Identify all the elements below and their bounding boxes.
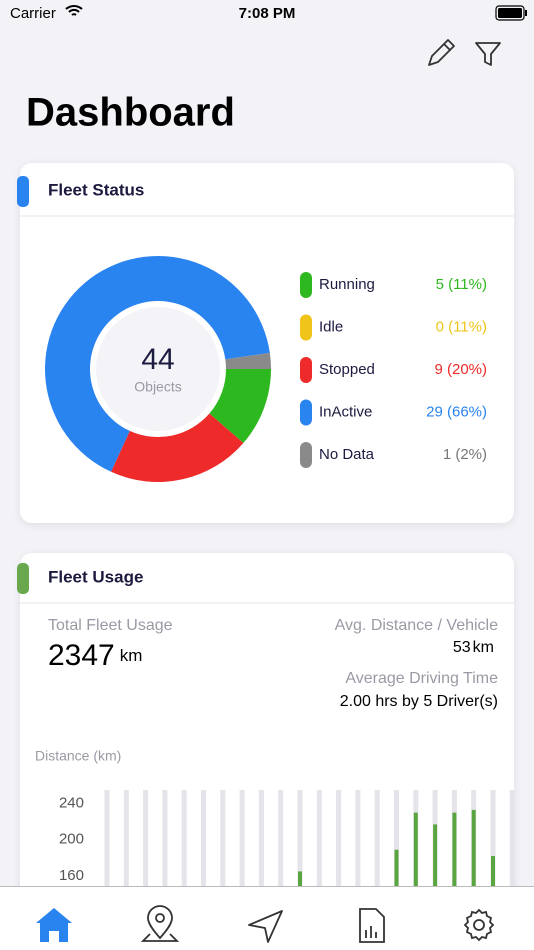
total-objects: 44	[141, 343, 174, 376]
legend-value: 0 (11%)	[436, 318, 487, 335]
legend-swatch	[300, 357, 312, 383]
wifi-icon	[65, 5, 83, 16]
settings-tab[interactable]	[463, 908, 495, 942]
bar-track	[239, 790, 245, 886]
unit: km	[120, 646, 143, 665]
legend-label: Idle	[319, 318, 343, 335]
card-accent	[17, 563, 29, 594]
legend-swatch	[300, 272, 312, 298]
legend-swatch	[300, 399, 312, 426]
bar-track	[509, 790, 515, 886]
bar	[471, 809, 476, 886]
donut-center	[96, 307, 220, 431]
card-title: Fleet Status	[48, 180, 144, 199]
axis-title: Distance (km)	[35, 748, 121, 764]
bar-track	[394, 790, 399, 886]
donut-segment	[44, 256, 270, 472]
legend-label: InActive	[319, 403, 372, 420]
stat-value: 2.00 hrs by 5 Driver(s)	[340, 693, 498, 710]
bar-track	[258, 790, 264, 886]
carrier: Carrier	[10, 5, 56, 22]
legend-swatch	[300, 314, 312, 341]
map-tab[interactable]	[140, 905, 180, 942]
stat-label: Total Fleet Usage	[48, 617, 173, 634]
legend-value: 9 (20%)	[434, 361, 487, 378]
stat-label: Avg. Distance / Vehicle	[335, 617, 498, 634]
bar	[298, 871, 302, 886]
bar-track	[355, 790, 361, 886]
bar-track	[297, 790, 303, 886]
card-title: Fleet Usage	[48, 567, 143, 586]
reports-tab[interactable]	[359, 908, 385, 943]
bar-track	[220, 790, 226, 886]
clock: 7:08 PM	[239, 5, 296, 22]
bar-track	[201, 790, 206, 886]
total-value: 2347	[48, 639, 115, 672]
bar	[413, 812, 418, 886]
stat-label: Average Driving Time	[345, 670, 498, 687]
total-label: Objects	[134, 379, 181, 395]
legend-label: No Data	[319, 446, 375, 463]
legend-value: 1 (2%)	[443, 446, 487, 463]
unit: km	[473, 639, 494, 656]
bar	[491, 856, 495, 886]
bar-track	[278, 790, 284, 886]
bar-track	[316, 790, 322, 886]
bar-track	[123, 790, 129, 886]
y-tick-label: 200	[59, 831, 84, 848]
bar-track	[490, 790, 496, 886]
legend-value: 29 (66%)	[426, 403, 487, 420]
donut-segment	[209, 369, 271, 443]
legend-swatch	[300, 442, 312, 468]
bar-track	[143, 790, 149, 886]
battery-icon	[495, 5, 527, 21]
bar-track	[336, 790, 342, 886]
edit-button[interactable]	[428, 39, 455, 66]
bar-track	[374, 790, 380, 886]
filter-button[interactable]	[475, 42, 501, 66]
bar-track	[181, 790, 187, 886]
bar	[433, 824, 438, 886]
page-title: Dashboard	[26, 91, 235, 135]
stat-value: 2347 km	[48, 639, 142, 672]
legend-value: 5 (11%)	[436, 276, 487, 293]
y-tick-label: 240	[59, 795, 84, 812]
stat-value: 53 km	[453, 639, 494, 656]
donut-segment	[225, 352, 271, 369]
avg-distance: 53	[453, 639, 471, 656]
navigate-tab[interactable]	[248, 910, 283, 943]
bar-track	[162, 790, 168, 886]
home-tab[interactable]	[36, 908, 72, 942]
bar-track	[104, 790, 110, 886]
donut-segment	[111, 413, 244, 482]
y-tick-label: 160	[59, 867, 84, 884]
legend-label: Stopped	[319, 361, 375, 378]
card-accent	[17, 176, 29, 207]
bar	[452, 812, 457, 886]
legend-label: Running	[319, 276, 375, 293]
bar	[394, 849, 399, 886]
